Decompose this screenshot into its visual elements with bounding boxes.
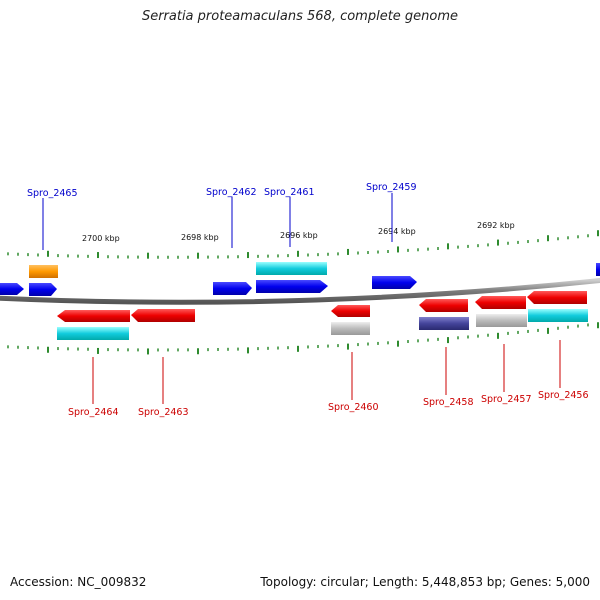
genome-title: Serratia proteamaculans 568, complete ge… bbox=[141, 9, 459, 24]
kbp-label-2700: 2700 kbp bbox=[82, 234, 120, 243]
gene-label-spro-2456[interactable]: Spro_2456 bbox=[538, 390, 589, 401]
gene-forward-offscreen-left[interactable] bbox=[0, 283, 24, 295]
gene-spro-2465-forward[interactable] bbox=[29, 283, 57, 296]
gene-label-spro-2465[interactable]: Spro_2465 bbox=[27, 188, 78, 199]
gene-label-spro-2463[interactable]: Spro_2463 bbox=[138, 407, 189, 418]
accession-text: Accession: NC_009832 bbox=[10, 575, 147, 589]
gene-spro-2464-reverse[interactable] bbox=[57, 310, 130, 322]
gene-spro-2465-feature[interactable] bbox=[29, 265, 58, 278]
gene-forward-offscreen-right[interactable] bbox=[596, 263, 600, 276]
gene-label-spro-2457[interactable]: Spro_2457 bbox=[481, 394, 532, 405]
gene-spro-2457-reverse[interactable] bbox=[475, 296, 526, 309]
gene-label-spro-2460[interactable]: Spro_2460 bbox=[328, 402, 379, 413]
scale-ticks-top bbox=[7, 230, 599, 259]
gene-spro-2460-feature[interactable] bbox=[331, 322, 370, 335]
genome-backbone bbox=[0, 277, 600, 305]
gene-spro-2458-feature[interactable] bbox=[419, 317, 469, 330]
gene-spro-2457-feature[interactable] bbox=[476, 314, 527, 327]
gene-label-spro-2461[interactable]: Spro_2461 bbox=[264, 187, 315, 198]
gene-spro-2461-forward[interactable] bbox=[256, 280, 328, 293]
gene-spro-2458-reverse[interactable] bbox=[419, 299, 468, 312]
kbp-label-2694: 2694 kbp bbox=[378, 227, 416, 236]
scale-ticks-bottom bbox=[7, 322, 599, 355]
gene-spro-2462-forward[interactable] bbox=[213, 282, 252, 295]
kbp-label-2692: 2692 kbp bbox=[477, 221, 515, 230]
gene-spro-2456-feature[interactable] bbox=[528, 309, 588, 322]
gene-spro-2461-feature[interactable] bbox=[256, 262, 327, 275]
gene-spro-2459-forward[interactable] bbox=[372, 276, 417, 289]
gene-spro-2463-reverse[interactable] bbox=[131, 309, 195, 322]
genome-summary-text: Topology: circular; Length: 5,448,853 bp… bbox=[260, 575, 590, 589]
gene-spro-2460-reverse[interactable] bbox=[331, 305, 370, 317]
gene-spro-2456-reverse[interactable] bbox=[527, 291, 587, 304]
kbp-label-2696: 2696 kbp bbox=[280, 231, 318, 240]
gene-label-spro-2458[interactable]: Spro_2458 bbox=[423, 397, 474, 408]
gene-label-spro-2462[interactable]: Spro_2462 bbox=[206, 187, 257, 198]
gene-label-spro-2464[interactable]: Spro_2464 bbox=[68, 407, 119, 418]
gene-spro-2464-feature[interactable] bbox=[57, 327, 129, 340]
gene-label-spro-2459[interactable]: Spro_2459 bbox=[366, 182, 417, 193]
kbp-label-2698: 2698 kbp bbox=[181, 233, 219, 242]
